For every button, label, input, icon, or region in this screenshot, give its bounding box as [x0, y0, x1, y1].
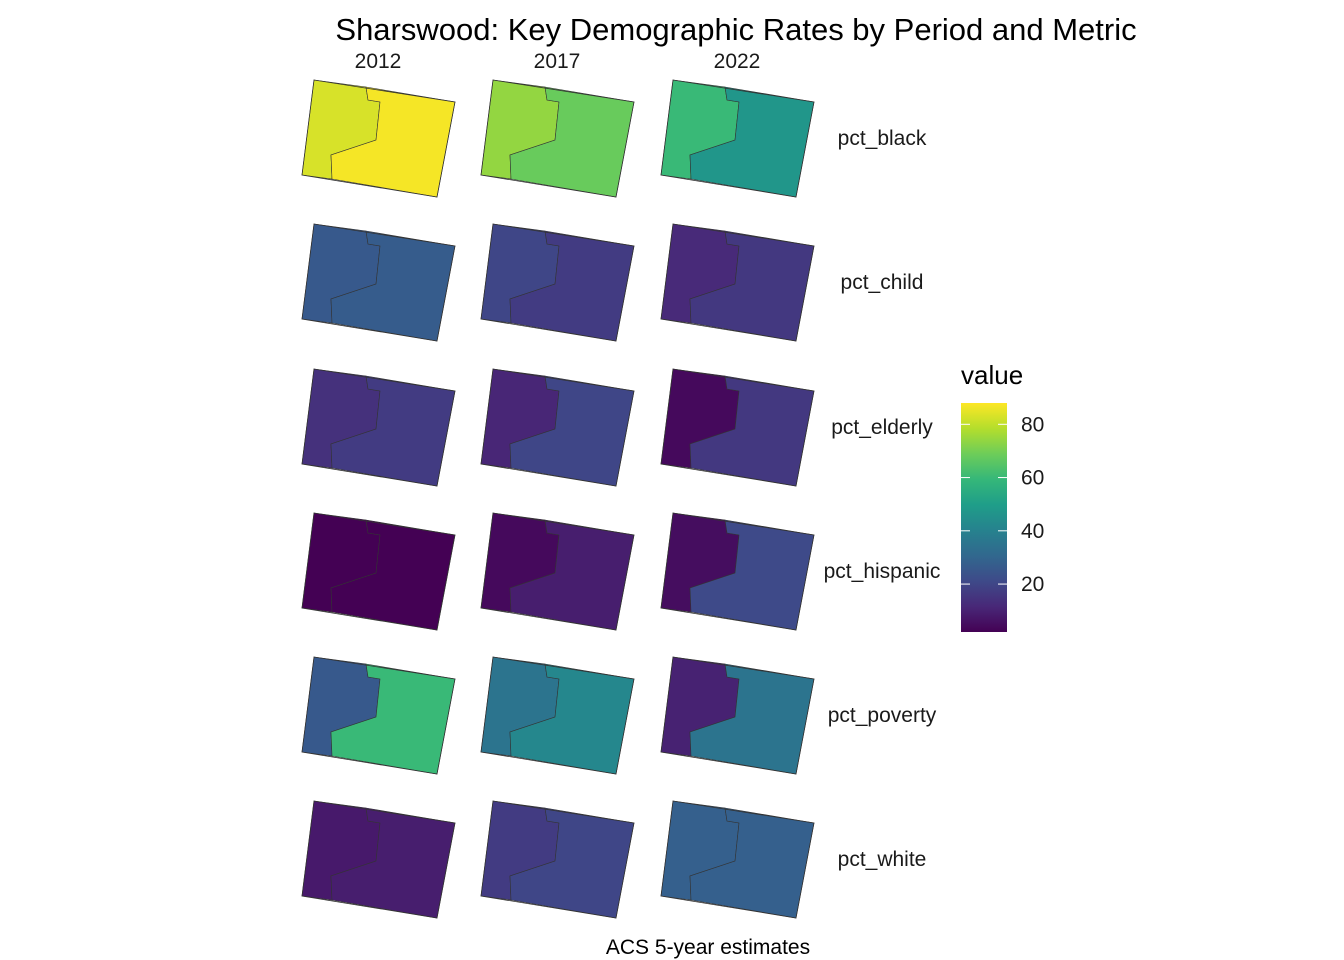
map-outline [660, 512, 815, 631]
legend-tick-label: 40 [1021, 520, 1044, 543]
column-strip-label: 2022 [714, 50, 761, 73]
map-panel [660, 800, 815, 919]
row-strip-label: pct_white [838, 848, 927, 871]
column-strip-label: 2012 [355, 50, 402, 73]
map-panel [480, 223, 635, 342]
row-strip-label: pct_elderly [831, 416, 933, 439]
map-panel [480, 79, 635, 198]
legend-tick-label: 60 [1021, 467, 1044, 490]
map-panel [480, 368, 635, 487]
map-panel [660, 512, 815, 631]
legend-tick-label: 20 [1021, 573, 1044, 596]
map-panel [480, 512, 635, 631]
map-panel [660, 223, 815, 342]
map-outline [301, 800, 456, 919]
map-outline [480, 512, 635, 631]
map-panel [660, 79, 815, 198]
column-strip-label: 2017 [534, 50, 581, 73]
map-outline [301, 223, 456, 342]
map-panel [301, 223, 456, 342]
row-strip-label: pct_hispanic [824, 560, 941, 583]
map-outline [660, 368, 815, 487]
color-legend: value 20 40 60 80 [961, 360, 1044, 632]
map-panel [301, 368, 456, 487]
chart-title: Sharswood: Key Demographic Rates by Peri… [335, 12, 1136, 47]
map-outline [301, 656, 456, 775]
legend-tick-label: 80 [1021, 413, 1044, 436]
legend-title: value [961, 360, 1023, 390]
legend-colorbar [961, 403, 1007, 632]
row-strip-label: pct_black [838, 127, 927, 150]
map-panel [660, 368, 815, 487]
map-outline [480, 656, 635, 775]
map-outline [660, 79, 815, 198]
map-panel [301, 512, 456, 631]
map-panel [480, 800, 635, 919]
column-strips: 2012 2017 2022 [355, 50, 761, 73]
map-outline [301, 512, 456, 631]
map-outline [480, 368, 635, 487]
map-panel [301, 79, 456, 198]
map-outline [660, 223, 815, 342]
map-panel [480, 656, 635, 775]
map-outline [660, 656, 815, 775]
map-outline [480, 79, 635, 198]
map-outline [480, 223, 635, 342]
map-panel [660, 656, 815, 775]
row-labels: pct_black pct_child pct_elderly pct_hispani… [824, 127, 941, 871]
map-panel [301, 656, 456, 775]
caption: ACS 5-year estimates [606, 936, 810, 959]
map-outline [301, 79, 456, 198]
row-strip-label: pct_poverty [828, 704, 937, 727]
map-panel [301, 800, 456, 919]
map-outline [660, 800, 815, 919]
map-panels [301, 79, 815, 919]
row-strip-label: pct_child [841, 271, 924, 294]
map-outline [480, 800, 635, 919]
map-outline [301, 368, 456, 487]
